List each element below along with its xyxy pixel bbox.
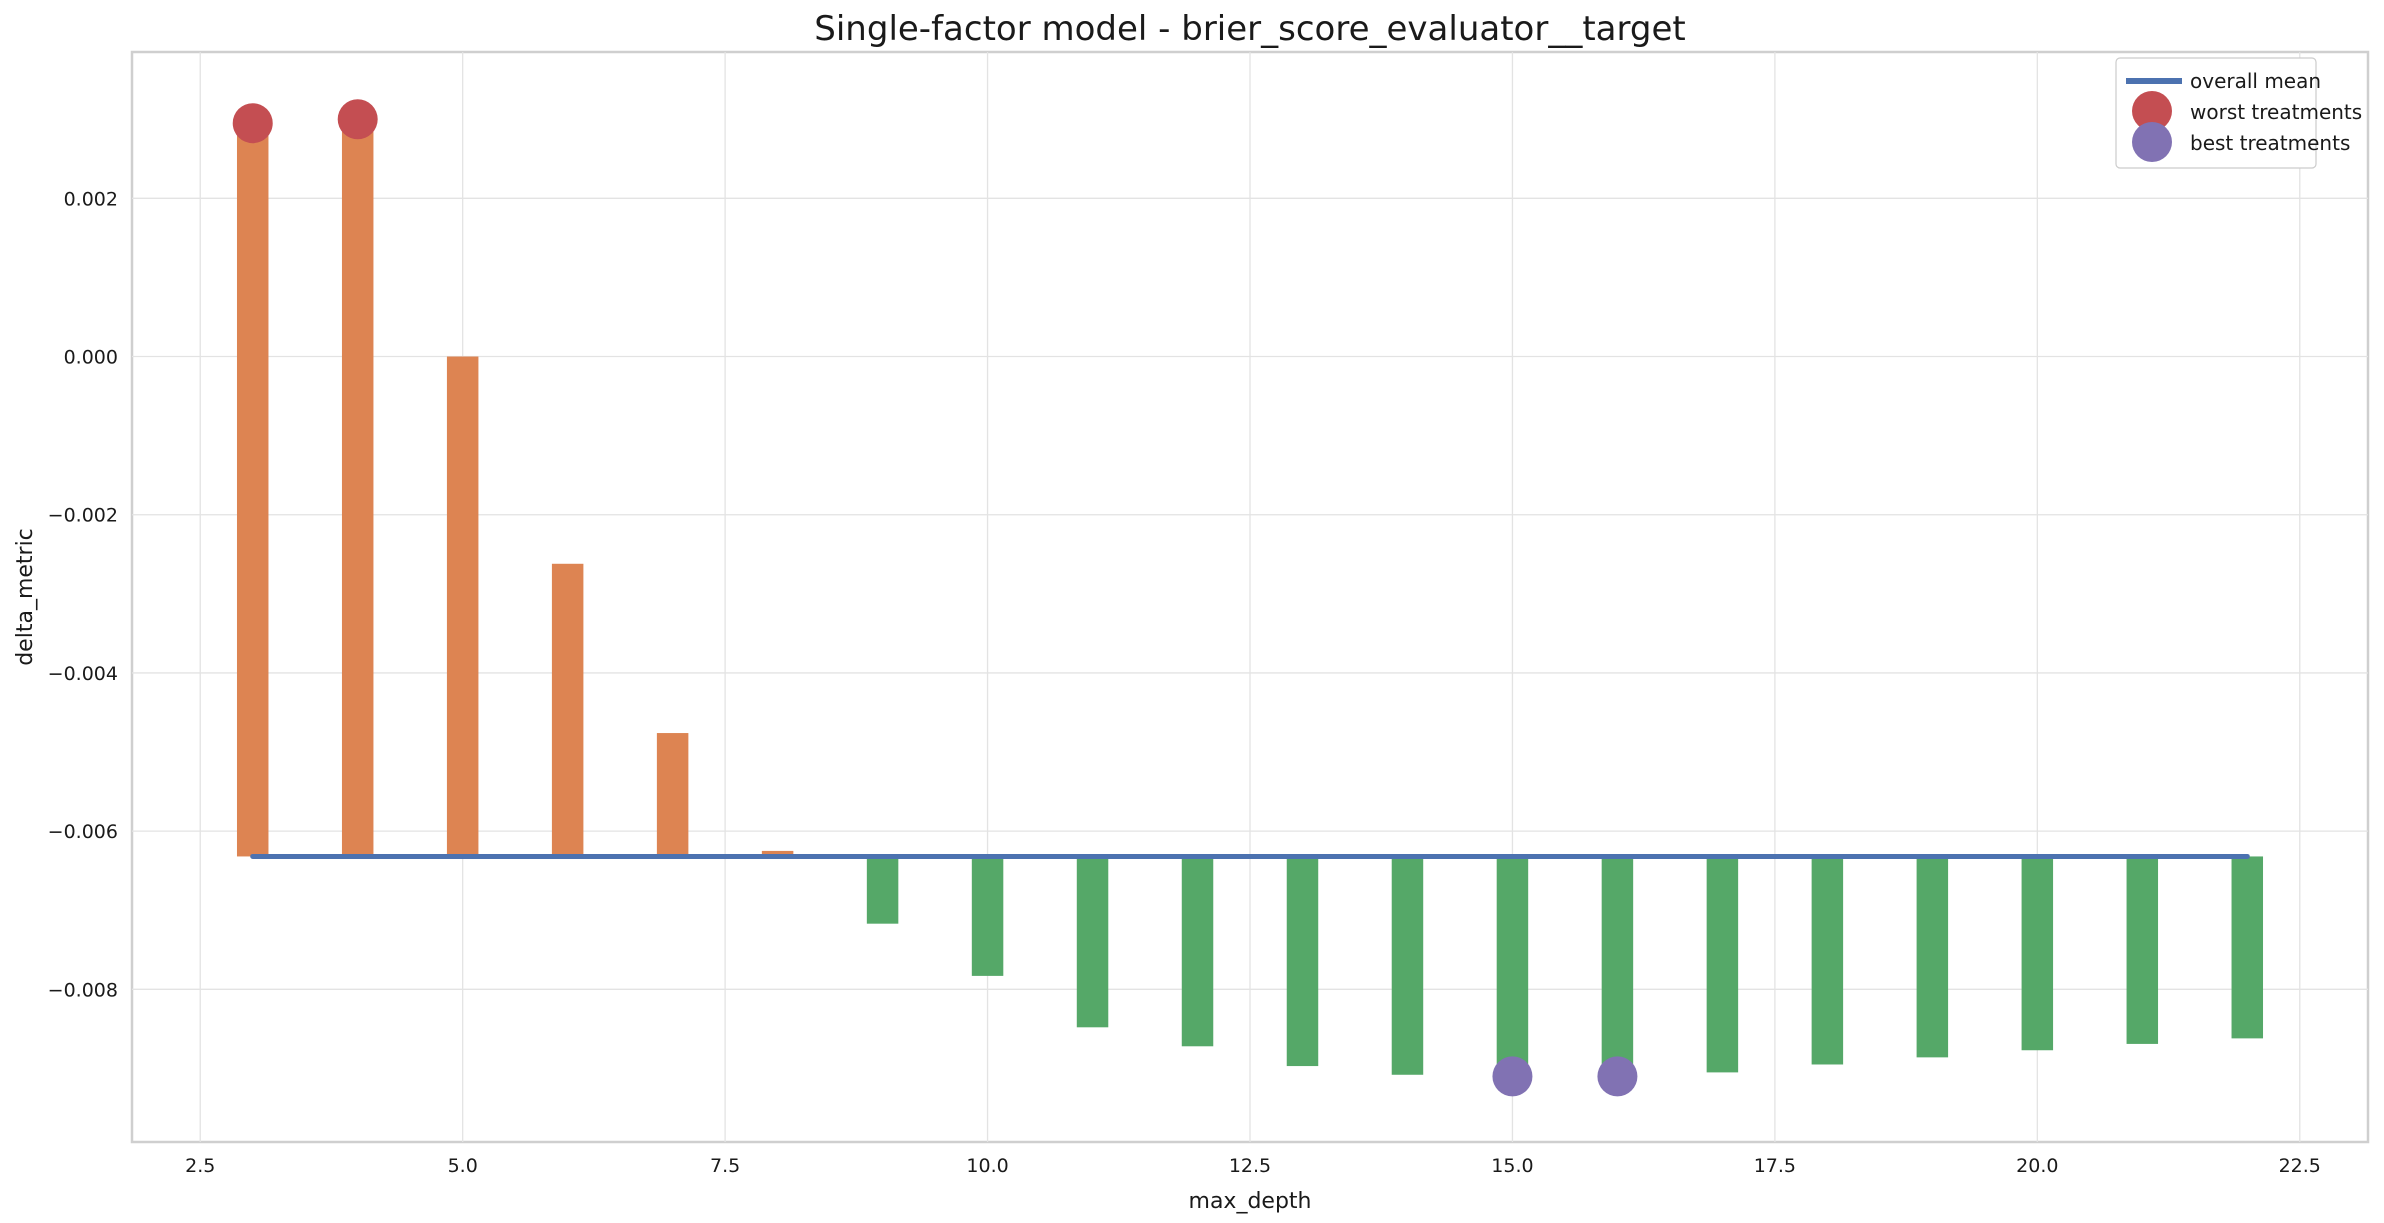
best-treatment-marker — [1597, 1056, 1638, 1097]
bar — [1916, 856, 1949, 1058]
bars — [236, 119, 2264, 1077]
x-tick-label: 22.5 — [2279, 1155, 2321, 1177]
x-tick-label: 12.5 — [1229, 1155, 1271, 1177]
x-tick-label: 7.5 — [710, 1155, 740, 1177]
bar — [656, 733, 689, 857]
bar — [1496, 856, 1529, 1077]
bar — [1706, 856, 1739, 1073]
x-axis-label: max_depth — [1189, 1189, 1312, 1214]
bar — [1391, 856, 1424, 1075]
bar — [1076, 856, 1109, 1028]
bar — [971, 856, 1004, 976]
bar — [2126, 856, 2159, 1044]
y-tick-labels: 0.002 0.000 −0.002 −0.004 −0.006 −0.008 — [48, 188, 118, 1001]
chart-title: Single-factor model - brier_score_evalua… — [814, 9, 1685, 49]
x-tick-label: 20.0 — [2016, 1155, 2058, 1177]
y-tick-label: 0.000 — [64, 347, 118, 369]
legend-label-best-treatments: best treatments — [2190, 131, 2350, 155]
x-tick-label: 15.0 — [1491, 1155, 1533, 1177]
x-tick-label: 5.0 — [448, 1155, 478, 1177]
worst-treatment-marker — [232, 103, 273, 144]
legend: overall mean worst treatments best treat… — [2115, 57, 2362, 169]
y-tick-label: −0.002 — [48, 505, 118, 527]
y-tick-label: −0.004 — [48, 663, 118, 685]
bar — [341, 119, 374, 857]
bar — [551, 563, 584, 857]
y-tick-label: −0.006 — [48, 821, 118, 843]
legend-worst-marker — [2132, 91, 2172, 131]
x-tick-labels: 2.5 5.0 7.5 10.0 12.5 15.0 17.5 20.0 22.5 — [185, 1155, 2321, 1177]
x-tick-label: 2.5 — [185, 1155, 215, 1177]
bar — [1181, 856, 1214, 1047]
bar — [866, 856, 899, 924]
bar — [2231, 856, 2264, 1039]
legend-label-overall-mean: overall mean — [2190, 69, 2321, 93]
bar — [2021, 856, 2054, 1051]
best-treatment-marker — [1492, 1056, 1533, 1097]
bar — [1286, 856, 1319, 1067]
y-tick-label: −0.008 — [48, 979, 118, 1001]
x-tick-label: 17.5 — [1754, 1155, 1796, 1177]
legend-label-worst-treatments: worst treatments — [2190, 100, 2362, 124]
bar — [236, 123, 269, 857]
legend-best-marker — [2132, 122, 2172, 162]
worst-treatment-marker — [337, 99, 378, 140]
bar — [1601, 856, 1634, 1077]
treatment-markers — [232, 99, 1638, 1097]
y-axis-label: delta_metric — [13, 528, 38, 666]
y-tick-label: 0.002 — [64, 188, 118, 210]
bar — [1811, 856, 1844, 1065]
x-tick-label: 10.0 — [966, 1155, 1008, 1177]
bar — [446, 356, 479, 857]
bar — [761, 850, 794, 857]
